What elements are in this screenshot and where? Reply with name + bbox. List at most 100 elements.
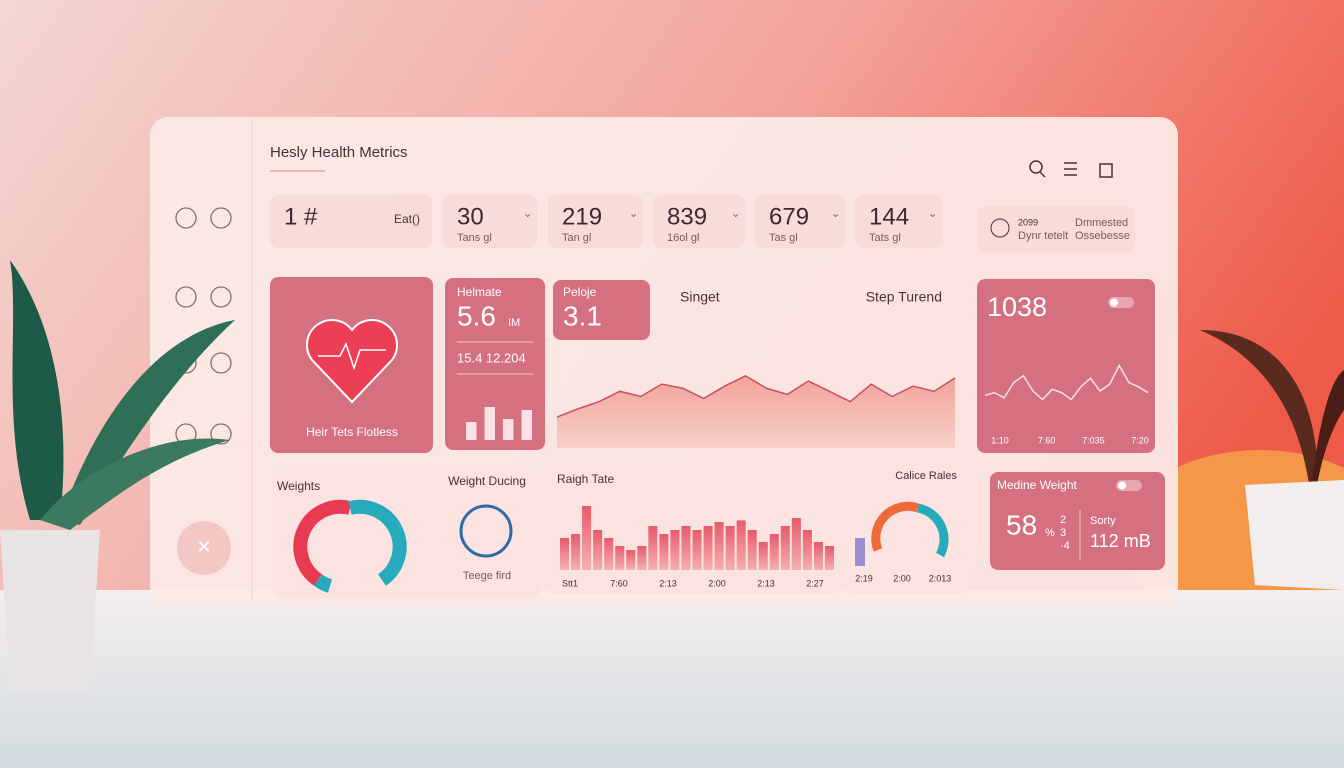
rate-x-label: Stt1: [562, 578, 578, 588]
info-value: 2099: [1018, 217, 1038, 227]
rate-bar: [714, 522, 724, 570]
calories-title: Calice Rales: [895, 470, 957, 482]
info-label: Dynr tetelt: [1018, 230, 1068, 242]
rate-bar: [648, 526, 658, 570]
step-trend-line: [556, 375, 956, 418]
heart-rate-bar: [503, 419, 514, 440]
heart-rate-detail: 15.4 12.204: [457, 350, 526, 365]
rate-bar: [626, 550, 636, 570]
desk: [0, 590, 1344, 768]
toolbar[interactable]: [1029, 160, 1113, 178]
toggle-knob: [1118, 481, 1126, 490]
stat-label: Tats gl: [869, 232, 901, 244]
activity-line: [984, 363, 1149, 401]
stat-value: 219: [562, 203, 602, 230]
rate-bar: [692, 530, 702, 570]
plant-left: [0, 260, 235, 690]
rate-bar: [681, 526, 691, 570]
toggle-knob: [1110, 298, 1118, 307]
rate-bar: [703, 526, 713, 570]
stat-value: 839: [667, 203, 707, 230]
rate-x-label: 2:00: [708, 578, 726, 588]
step-left-title: Singet: [680, 289, 720, 305]
heart-rate-bar: [521, 410, 532, 440]
stat-label: Tans gl: [457, 232, 492, 244]
stat-label: Tas gl: [769, 232, 798, 244]
info-card: [977, 206, 1135, 252]
stat-card: [653, 195, 745, 248]
rate-bar: [593, 530, 603, 570]
plant-right: [1200, 330, 1344, 590]
activity-x-label: 1:10: [991, 435, 1009, 445]
rate-bar: [780, 526, 790, 570]
activity-x-label: 7:20: [1131, 435, 1149, 445]
heart-pulse: [318, 342, 386, 371]
rate-title: Raigh Tate: [557, 472, 614, 486]
heart-rate-bar: [466, 422, 477, 440]
calories-donut: [871, 501, 949, 558]
step-title: Step Turend: [866, 289, 942, 305]
step-trend-area: [557, 375, 955, 448]
stat-chevron: ⌄: [831, 208, 840, 220]
rate-bar: [813, 542, 823, 570]
rate-bar: [725, 526, 735, 570]
calories-x-label: 2:19: [855, 573, 873, 583]
stat-label: Tan gl: [562, 232, 591, 244]
info-icon: [990, 218, 1010, 238]
heart-rate-value: 5.6: [457, 300, 496, 331]
timer-title: Weight Ducing: [448, 474, 526, 488]
calories-card: [845, 466, 968, 594]
pulse-title: Peloje: [563, 285, 597, 299]
rate-x-label: 2:27: [806, 578, 824, 588]
pulse-card: [553, 280, 650, 340]
activity-value: 1038: [987, 292, 1047, 322]
stat-chevron: ⌄: [928, 208, 937, 220]
stat-card: [855, 195, 942, 248]
median-small: ·4: [1060, 540, 1070, 552]
stat-chevron: ⌄: [629, 208, 638, 220]
activity-x-label: 7:60: [1038, 435, 1056, 445]
timer-icon: [459, 504, 513, 558]
rate-bar: [637, 546, 647, 570]
stat-card: [755, 195, 845, 248]
stat-value: 144: [869, 203, 909, 230]
median-unit: %: [1045, 527, 1055, 539]
sidebar-button-icon: ✕: [196, 537, 211, 557]
rate-bar: [560, 538, 570, 570]
rate-bar: [582, 506, 592, 570]
rate-bar: [824, 546, 834, 570]
info-right-bottom: Ossebesse: [1075, 230, 1130, 242]
heart-rate-title: Helmate: [457, 285, 502, 299]
stat-label: 16ol gl: [667, 232, 699, 244]
stat-label: Eat(): [394, 212, 420, 226]
stat-card: [548, 195, 643, 248]
median-title: Medine Weight: [997, 478, 1077, 492]
median-size: 112 mB: [1090, 531, 1151, 551]
sidebar-button[interactable]: [177, 521, 231, 575]
weights-donut: [293, 499, 407, 593]
stat-chevron: ⌄: [523, 208, 532, 220]
stat-card: [270, 195, 432, 248]
stat-value: 1 #: [284, 203, 318, 230]
calories-x-label: 2:00: [893, 573, 911, 583]
timer-caption: Teege fird: [463, 570, 511, 582]
rate-bar: [670, 530, 680, 570]
rate-bar: [659, 534, 669, 570]
median-value: 58: [1006, 509, 1037, 540]
rate-bar: [769, 534, 779, 570]
pulse-value: 3.1: [563, 300, 602, 331]
info-right-top: Dmmested: [1075, 217, 1128, 229]
heart-caption: Heir Tets Flotless: [306, 425, 398, 439]
calories-x-label: 2:013: [929, 573, 952, 583]
rate-bar: [604, 538, 614, 570]
rate-x-label: 7:60: [610, 578, 628, 588]
median-weight-card: [990, 472, 1165, 570]
heart-rate-unit: IM: [508, 317, 520, 329]
heart-rate-card: [445, 278, 545, 450]
rate-bar: [791, 518, 801, 570]
rate-bar: [747, 530, 757, 570]
title: Hesly Health Metrics: [270, 144, 408, 161]
stat-value: 679: [769, 203, 809, 230]
